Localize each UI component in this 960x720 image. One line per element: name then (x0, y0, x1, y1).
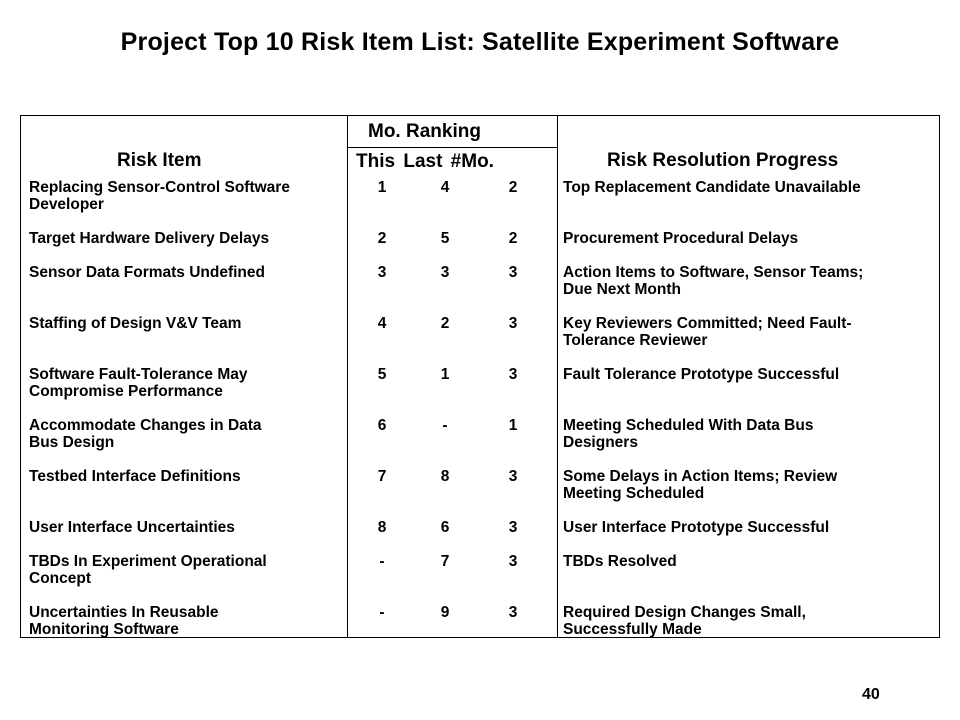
ranking-header-divider (347, 147, 557, 148)
rank-last-month-cell: 3 (440, 264, 450, 281)
risk-item-cell: Software Fault-Tolerance May Compromise … (29, 366, 248, 400)
months-on-list-cell: 3 (508, 366, 518, 383)
rank-this-month-cell: 4 (377, 315, 387, 332)
months-on-list-cell: 3 (508, 264, 518, 281)
rank-this-month-cell: - (379, 553, 385, 570)
risk-item-cell: Staffing of Design V&V Team (29, 315, 242, 332)
risk-item-cell: Replacing Sensor-Control Software Develo… (29, 179, 290, 213)
risk-item-cell: Uncertainties In Reusable Monitoring Sof… (29, 604, 219, 638)
page-number: 40 (862, 686, 880, 703)
rank-last-month-cell: 9 (440, 604, 450, 621)
rank-last-month-cell: - (442, 417, 448, 434)
rank-this-month-cell: 3 (377, 264, 387, 281)
risk-table: Mo. Ranking Risk Item This Last #Mo. Ris… (20, 115, 940, 638)
resolution-progress-cell: Fault Tolerance Prototype Successful (563, 366, 840, 383)
months-on-list-cell: 2 (508, 230, 518, 247)
resolution-progress-cell: User Interface Prototype Successful (563, 519, 830, 536)
resolution-progress-cell: Meeting Scheduled With Data Bus Designer… (563, 417, 814, 451)
resolution-progress-cell: Some Delays in Action Items; Review Meet… (563, 468, 838, 502)
months-on-list-cell: 3 (508, 604, 518, 621)
rank-last-month-cell: 5 (440, 230, 450, 247)
rank-last-month-cell: 7 (440, 553, 450, 570)
rank-this-month-cell: 2 (377, 230, 387, 247)
header-risk-resolution-progress: Risk Resolution Progress (607, 150, 839, 171)
rank-last-month-cell: 6 (440, 519, 450, 536)
risk-item-cell: User Interface Uncertainties (29, 519, 235, 536)
resolution-progress-cell: TBDs Resolved (563, 553, 677, 570)
slide-title: Project Top 10 Risk Item List: Satellite… (120, 28, 840, 56)
rank-last-month-cell: 2 (440, 315, 450, 332)
rank-this-month-cell: - (379, 604, 385, 621)
column-divider-right (557, 116, 558, 637)
risk-item-cell: Sensor Data Formats Undefined (29, 264, 265, 281)
risk-item-cell: Testbed Interface Definitions (29, 468, 241, 485)
months-on-list-cell: 3 (508, 468, 518, 485)
months-on-list-cell: 2 (508, 179, 518, 196)
months-on-list-cell: 1 (508, 417, 518, 434)
header-ranking-subcolumns: This Last #Mo. (356, 151, 494, 172)
column-divider-left (347, 116, 348, 637)
header-mo-ranking: Mo. Ranking (368, 121, 481, 142)
resolution-progress-cell: Required Design Changes Small, Successfu… (563, 604, 806, 638)
resolution-progress-cell: Key Reviewers Committed; Need Fault- Tol… (563, 315, 852, 349)
months-on-list-cell: 3 (508, 315, 518, 332)
months-on-list-cell: 3 (508, 553, 518, 570)
rank-this-month-cell: 6 (377, 417, 387, 434)
rank-this-month-cell: 7 (377, 468, 387, 485)
resolution-progress-cell: Top Replacement Candidate Unavailable (563, 179, 861, 196)
risk-item-cell: Accommodate Changes in Data Bus Design (29, 417, 262, 451)
months-on-list-cell: 3 (508, 519, 518, 536)
rank-last-month-cell: 4 (440, 179, 450, 196)
rank-this-month-cell: 8 (377, 519, 387, 536)
rank-last-month-cell: 8 (440, 468, 450, 485)
risk-item-cell: Target Hardware Delivery Delays (29, 230, 270, 247)
table-body: Replacing Sensor-Control Software Develo… (21, 116, 939, 638)
rank-this-month-cell: 1 (377, 179, 387, 196)
resolution-progress-cell: Action Items to Software, Sensor Teams; … (563, 264, 864, 298)
header-risk-item: Risk Item (117, 150, 202, 171)
rank-last-month-cell: 1 (440, 366, 450, 383)
risk-item-cell: TBDs In Experiment Operational Concept (29, 553, 267, 587)
resolution-progress-cell: Procurement Procedural Delays (563, 230, 799, 247)
rank-this-month-cell: 5 (377, 366, 387, 383)
